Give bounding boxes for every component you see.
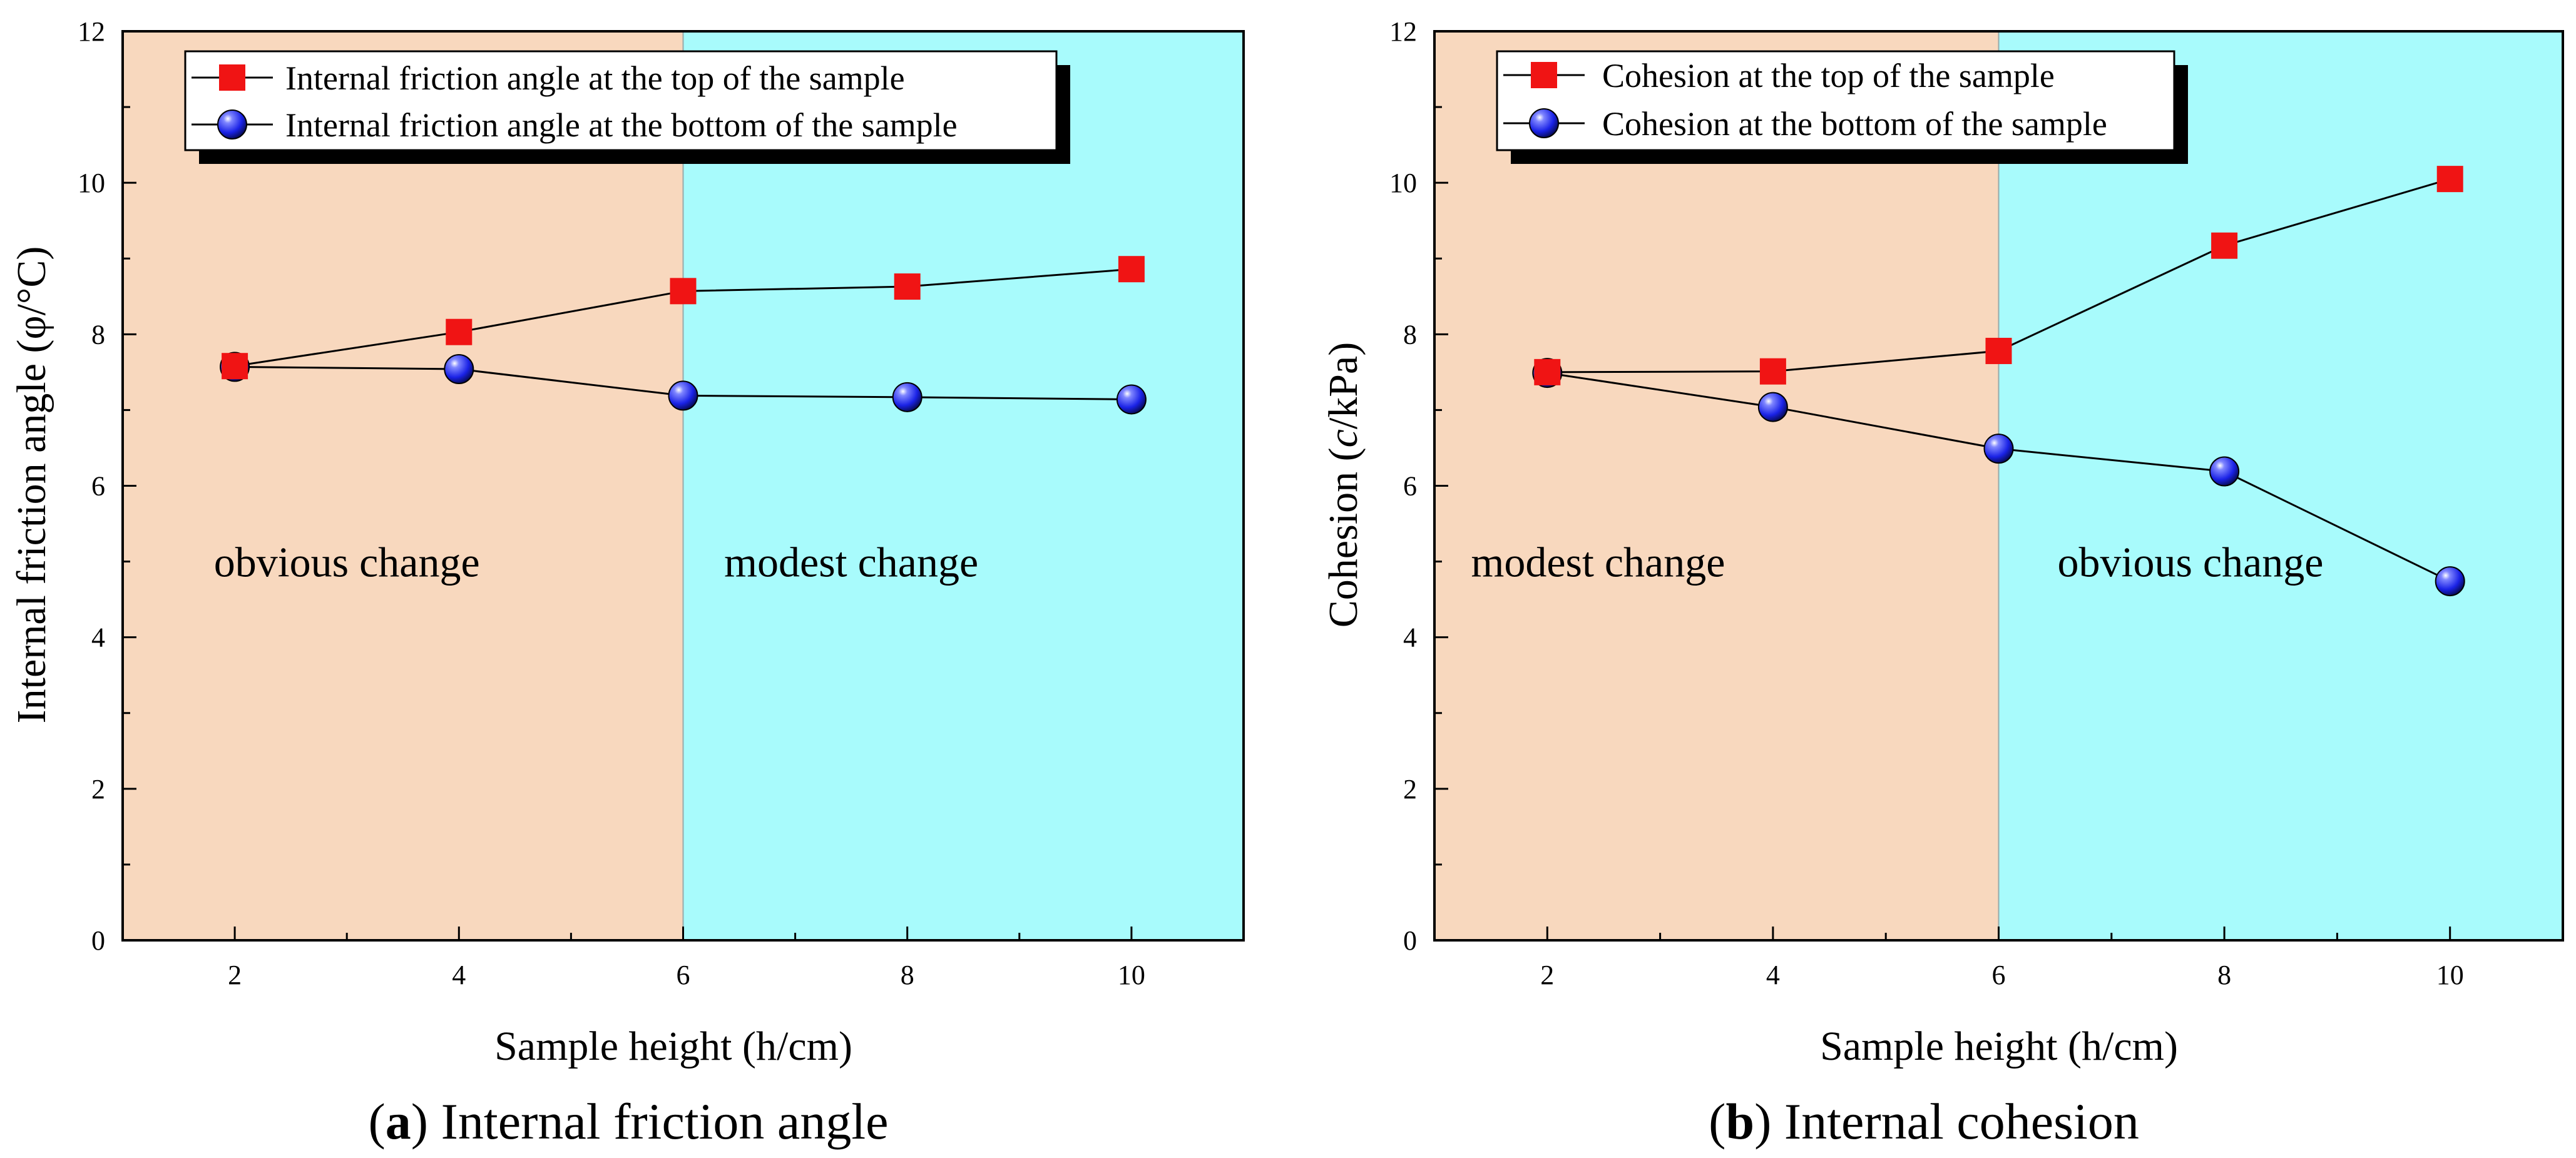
- panel-b-y-axis-title-italic: c: [1321, 429, 1366, 447]
- panel-b-legend-label-top: Cohesion at the top of the sample: [1602, 57, 2055, 94]
- panel-b-top-square-point: [2436, 166, 2463, 193]
- panel-a: 2 4 6 8 10 0 2 4 6 8 10 12 obvious change modest ch…: [9, 16, 1245, 1150]
- panel-a-top-square-point: [670, 278, 697, 305]
- panel-b-y-axis-title-prefix: Cohesion (: [1321, 447, 1366, 627]
- panel-a-x-tick-label: 4: [452, 960, 466, 990]
- panel-a-x-tick-label: 10: [1118, 960, 1145, 990]
- panel-b-y-tick-label: 4: [1403, 622, 1417, 653]
- panel-b-caption-text: ) Internal cohesion: [1754, 1093, 2139, 1150]
- panel-b-top-square-point: [1759, 358, 1786, 385]
- panel-b-top-square-point: [1985, 337, 2012, 364]
- panel-a-markers: [220, 256, 1147, 415]
- panel-a-y-axis-title: Internal friction angle (φ/°C): [9, 246, 54, 724]
- panel-a-legend-label-bottom: Internal friction angle at the bottom of…: [285, 106, 958, 144]
- panel-a-caption-text: ) Internal friction angle: [411, 1093, 889, 1150]
- panel-a-top-square-point: [222, 353, 248, 380]
- panel-b-plot-frame: [1433, 30, 2564, 942]
- panel-a-bottom-sphere-point: [892, 382, 923, 412]
- panel-a-y-tick-label: 0: [91, 925, 105, 956]
- panel-b-bottom-sphere-point: [2209, 456, 2240, 487]
- panel-a-caption-open: (: [368, 1093, 385, 1150]
- panel-a-legend-box: [184, 50, 1058, 151]
- panel-b-top-square-point: [2211, 232, 2238, 259]
- panel-b-tick-labels: 2 4 6 8 10 0 2 4 6 8 10 12: [1389, 16, 2464, 990]
- panel-b-region-label-right: obvious change: [2058, 539, 2324, 586]
- panel-a-top-square-point: [446, 318, 473, 345]
- panel-a-y-tick-label: 10: [78, 168, 105, 198]
- panel-b-y-axis-title-suffix: /kPa): [1321, 342, 1366, 429]
- panel-a-y-tick-label: 2: [91, 774, 105, 805]
- panel-b-y-tick-label: 6: [1403, 471, 1417, 502]
- panel-b-caption-letter: b: [1725, 1093, 1754, 1150]
- panel-b-y-tick-label: 0: [1403, 925, 1417, 956]
- panel-a-legend-square-marker: [219, 64, 245, 91]
- panel-b-x-tick-label: 8: [2217, 960, 2231, 990]
- panel-a-region-right: [683, 31, 1244, 940]
- panel-a-plot-frame: [121, 30, 1245, 942]
- panel-b-x-tick-label: 6: [1992, 960, 2006, 990]
- panel-a-top-square-point: [1118, 256, 1145, 283]
- panel-a-tick-labels: 2 4 6 8 10 0 2 4 6 8 10 12: [78, 16, 1145, 990]
- panel-a-x-axis-title: Sample height (h/cm): [494, 1023, 852, 1069]
- panel-b-bottom-sphere-point: [1983, 434, 2014, 464]
- panel-b-regions: [1434, 31, 2563, 940]
- panel-b-y-tick-label: 12: [1389, 16, 1417, 47]
- panel-a-x-tick-label: 6: [677, 960, 690, 990]
- panel-b-x-axis-title: Sample height (h/cm): [1820, 1023, 2178, 1069]
- panel-a-region-label-left: obvious change: [214, 539, 480, 586]
- panel-b-markers: [1532, 166, 2465, 597]
- panel-a-regions: [123, 31, 1244, 940]
- panel-b-y-tick-label: 8: [1403, 319, 1417, 350]
- panel-a-bottom-sphere-point: [668, 380, 698, 411]
- panel-a-bottom-sphere-point: [1116, 384, 1147, 415]
- panel-a-region-label-right: modest change: [724, 539, 978, 586]
- panel-b-region-label-left: modest change: [1471, 539, 1725, 586]
- panel-a-caption-letter: a: [386, 1093, 411, 1150]
- panel-b-caption-open: (: [1709, 1093, 1725, 1150]
- panel-b-legend-box: [1496, 50, 2175, 151]
- panel-b-legend-sphere-marker: [1529, 108, 1559, 138]
- panel-b-y-tick-label: 2: [1403, 774, 1417, 805]
- panel-b: 2 4 6 8 10 0 2 4 6 8 10 12 modest change obvious ch…: [1321, 16, 2564, 1150]
- panel-a-top-square-point: [894, 273, 921, 300]
- panel-b-y-axis-title: Cohesion (c/kPa): [1321, 342, 1366, 627]
- panel-a-y-tick-label: 4: [91, 622, 105, 653]
- panel-a-region-left: [123, 31, 683, 940]
- panel-a-y-tick-label: 12: [78, 16, 105, 47]
- panel-a-y-tick-label: 8: [91, 319, 105, 350]
- panel-b-top-square-point: [1534, 358, 1561, 385]
- panel-b-x-tick-label: 4: [1766, 960, 1780, 990]
- panel-a-x-tick-label: 2: [228, 960, 242, 990]
- panel-b-legend-label-bottom: Cohesion at the bottom of the sample: [1602, 105, 2107, 143]
- panel-a-legend: Internal friction angle at the top of th…: [184, 50, 1070, 164]
- panel-b-region-right: [1998, 31, 2563, 940]
- panel-b-bottom-sphere-point: [1757, 392, 1788, 422]
- panel-b-y-tick-label: 10: [1389, 168, 1417, 198]
- panel-b-bottom-sphere-point: [2435, 566, 2465, 597]
- panel-b-caption: (b) Internal cohesion: [1709, 1093, 2139, 1150]
- panel-b-region-left: [1434, 31, 1999, 940]
- panel-a-x-tick-label: 8: [901, 960, 914, 990]
- panel-b-legend-square-marker: [1531, 62, 1557, 88]
- panel-b-legend: Cohesion at the top of the sample Cohesi…: [1496, 50, 2188, 164]
- panel-b-x-tick-label: 2: [1540, 960, 1554, 990]
- panel-a-legend-label-top: Internal friction angle at the top of th…: [285, 59, 905, 97]
- panel-a-legend-sphere-marker: [217, 109, 247, 140]
- panel-a-bottom-sphere-point: [444, 354, 474, 385]
- panel-a-y-tick-label: 6: [91, 471, 105, 502]
- panel-b-x-tick-label: 10: [2436, 960, 2464, 990]
- panel-a-caption: (a) Internal friction angle: [368, 1093, 888, 1150]
